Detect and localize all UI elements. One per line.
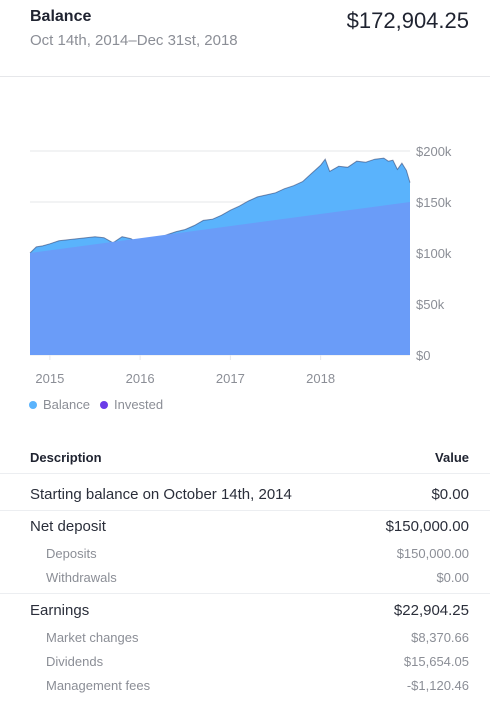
row-label: Market changes xyxy=(46,630,139,645)
row-value: $150,000.00 xyxy=(396,546,469,561)
x-tick-label: 2018 xyxy=(306,371,335,386)
x-tick-label: 2017 xyxy=(216,371,245,386)
row-label: Net deposit xyxy=(30,518,106,535)
x-tick-label: 2016 xyxy=(126,371,155,386)
row-label: Starting balance on October 14th, 2014 xyxy=(30,486,292,503)
divider xyxy=(0,593,490,594)
series-invested-area xyxy=(30,202,410,355)
row-value: $15,654.05 xyxy=(403,654,469,669)
balance-amount: $172,904.25 xyxy=(346,8,469,33)
y-tick-label: $200k xyxy=(416,144,452,159)
legend-label-invested: Invested xyxy=(113,397,164,412)
row-label: Deposits xyxy=(46,546,97,561)
row-value: $0.00 xyxy=(436,570,469,585)
page-title: Balance xyxy=(30,8,92,25)
balance-header: Balance Oct 14th, 2014–Dec 31st, 2018 $1… xyxy=(0,0,490,77)
x-tick-label: 2015 xyxy=(35,371,64,386)
legend-label-balance: Balance xyxy=(43,397,90,412)
y-tick-label: $100k xyxy=(416,246,452,261)
y-tick-label: $150k xyxy=(416,195,452,210)
legend-item-invested: Invested xyxy=(99,397,164,412)
y-tick-label: $0 xyxy=(416,348,430,363)
column-header-value: Value xyxy=(435,450,469,465)
series-balance-line xyxy=(29,157,411,254)
row-value: $0.00 xyxy=(431,486,469,503)
invested-dot-icon xyxy=(99,400,108,409)
divider xyxy=(0,473,490,474)
chart-legend: Balance Invested xyxy=(29,397,173,412)
row-label: Withdrawals xyxy=(46,570,117,585)
date-range: Oct 14th, 2014–Dec 31st, 2018 xyxy=(30,32,238,49)
column-header-description: Description xyxy=(30,450,102,465)
row-value: $22,904.25 xyxy=(393,602,469,619)
row-value: -$1,120.46 xyxy=(406,678,469,693)
y-tick-label: $50k xyxy=(416,297,445,312)
row-label: Earnings xyxy=(30,602,90,619)
row-label: Dividends xyxy=(46,654,104,669)
row-label: Management fees xyxy=(46,678,151,693)
table-header: Description Value xyxy=(0,448,490,470)
row-value: $8,370.66 xyxy=(411,630,469,645)
balance-chart: $200k $150k $100k $50k $0 2015 2016 2017 2018 xyxy=(29,144,452,386)
balance-dot-icon xyxy=(29,400,37,409)
legend-item-balance: Balance xyxy=(29,397,90,412)
divider xyxy=(0,510,490,511)
row-value: $150,000.00 xyxy=(385,518,469,535)
